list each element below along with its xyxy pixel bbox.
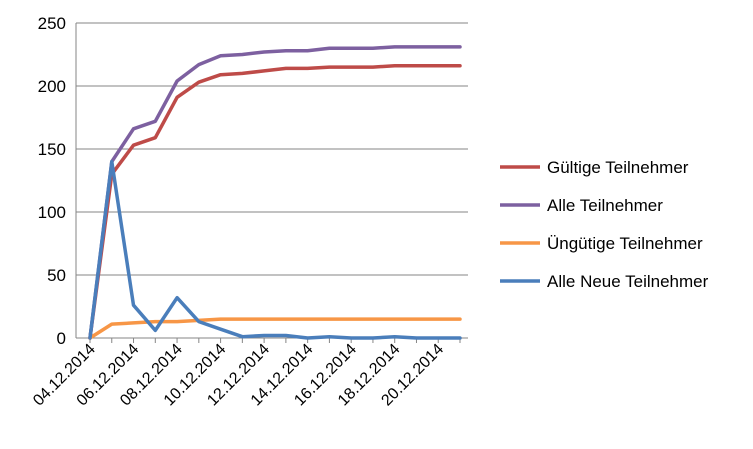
series-line-2 (88, 317, 462, 340)
y-tick-label: 150 (38, 140, 66, 159)
legend-label: Alle Neue Teilnehmer (547, 272, 709, 291)
y-tick-label: 200 (38, 77, 66, 96)
series-line-1 (88, 45, 462, 340)
y-tick-label: 250 (38, 14, 66, 33)
gridlines (76, 22, 468, 276)
y-tick-label: 0 (57, 329, 66, 348)
y-tick-label: 100 (38, 203, 66, 222)
legend-label: Üngütige Teilnehmer (547, 234, 703, 253)
series-line-3 (88, 159, 462, 340)
series-line-0 (88, 64, 462, 340)
y-tick-label: 50 (47, 266, 66, 285)
x-axis-ticks: 04.12.201406.12.201408.12.201410.12.2014… (30, 338, 461, 409)
series-lines (88, 45, 462, 340)
y-axis-ticks: 0 50 100 150 200 250 (38, 14, 66, 348)
legend: Gültige Teilnehmer Alle Teilnehmer Üngütig… (500, 158, 709, 291)
legend-label: Alle Teilnehmer (547, 196, 663, 215)
legend-label: Gültige Teilnehmer (547, 158, 689, 177)
